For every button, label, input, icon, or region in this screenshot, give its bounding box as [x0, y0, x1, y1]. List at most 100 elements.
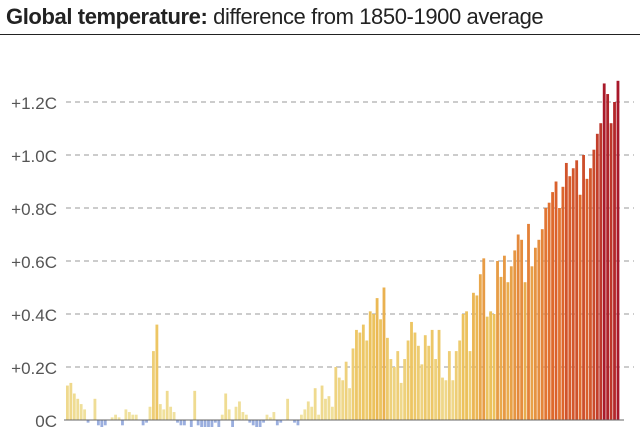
bar [399, 382, 403, 420]
bar [306, 401, 310, 420]
bar [551, 192, 554, 420]
y-tick-label: +0.2C [11, 359, 57, 378]
bar [324, 398, 327, 420]
bar [351, 348, 355, 420]
bar [117, 417, 121, 420]
bar [255, 420, 259, 427]
bar [533, 247, 537, 420]
bar [269, 417, 272, 420]
bar [251, 420, 255, 426]
bar [303, 409, 307, 420]
bar [444, 380, 448, 420]
bar [310, 406, 314, 420]
bar [96, 420, 100, 426]
bar [554, 181, 558, 420]
bar [224, 393, 228, 420]
bar [530, 266, 534, 420]
bars [66, 80, 620, 427]
bar [227, 409, 231, 420]
bar [389, 359, 393, 420]
y-tick-label: +0.4C [11, 306, 57, 325]
bar [76, 398, 80, 420]
bar [293, 420, 296, 423]
bar [145, 420, 148, 423]
bar [193, 390, 197, 420]
bar [558, 208, 561, 420]
bar [602, 83, 606, 420]
title-divider [0, 34, 640, 35]
y-tick-label: +1.0C [11, 147, 57, 166]
bar [299, 414, 303, 420]
bar [317, 414, 321, 420]
bar [203, 420, 207, 427]
bar [447, 351, 451, 420]
bar [162, 409, 166, 420]
bar [482, 258, 486, 420]
bar [523, 282, 527, 420]
bar [461, 314, 465, 420]
bar [413, 332, 417, 420]
bar [379, 319, 382, 420]
bar [172, 412, 176, 420]
bar [403, 359, 407, 420]
bar [217, 420, 221, 427]
bar [334, 367, 338, 420]
bar [361, 324, 365, 420]
bar [416, 345, 420, 420]
bar [599, 123, 603, 420]
bar [176, 420, 179, 423]
bar [244, 414, 248, 420]
bar [503, 255, 506, 420]
bar [158, 404, 162, 420]
bar [207, 420, 210, 427]
bar [454, 351, 458, 420]
bar [265, 414, 269, 420]
bar [200, 420, 204, 427]
bar [606, 94, 610, 421]
bar [458, 340, 462, 420]
chart-title: Global temperature: difference from 1850… [6, 4, 544, 30]
bar [368, 311, 372, 420]
bar [341, 380, 345, 420]
bar [110, 417, 114, 420]
bar [148, 406, 152, 420]
bar [210, 420, 214, 427]
bar [234, 406, 238, 420]
bar [66, 385, 69, 420]
bar [520, 239, 524, 420]
bar [279, 420, 283, 423]
bar [609, 123, 613, 420]
bar [489, 311, 493, 420]
bar [468, 351, 472, 420]
y-tick-label: +0.8C [11, 200, 57, 219]
bar [506, 282, 510, 420]
bar [410, 321, 413, 420]
bar [121, 420, 124, 426]
bar [582, 155, 585, 420]
bar [540, 229, 544, 420]
bar [337, 377, 341, 420]
bar [313, 388, 317, 420]
bar [427, 345, 431, 420]
bar [513, 250, 517, 420]
bar [131, 414, 135, 420]
bar [613, 102, 616, 420]
bar [423, 335, 427, 420]
y-tick-label: +1.2C [11, 94, 57, 113]
bar [103, 420, 107, 426]
bar [434, 359, 438, 420]
bar [509, 266, 513, 420]
bar [241, 412, 245, 420]
bar [451, 380, 455, 420]
bar [100, 420, 104, 427]
bar [152, 351, 155, 420]
bar [344, 361, 348, 420]
y-axis-tick-labels: 0C +0.2C +0.4C +0.6C +0.8C +1.0C +1.2C [11, 94, 57, 427]
bar [86, 420, 90, 423]
bar [465, 311, 468, 420]
bar [496, 261, 499, 420]
bar [392, 367, 396, 420]
bar [571, 168, 575, 420]
bar [179, 420, 183, 426]
bar [568, 176, 572, 420]
